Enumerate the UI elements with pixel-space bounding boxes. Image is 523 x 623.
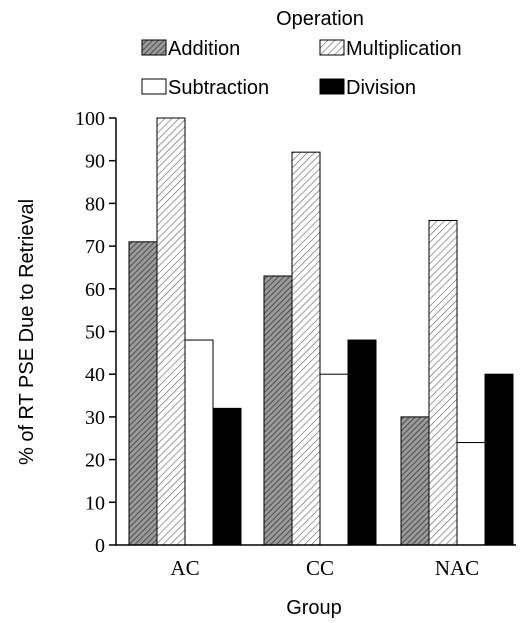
x-tick-label: AC [170, 556, 199, 580]
legend-title: Operation [276, 8, 364, 30]
bar-subtraction-ac [184, 339, 214, 546]
x-tick-label: CC [306, 556, 334, 580]
bar-division-ac [212, 407, 242, 546]
y-tick-label: 30 [85, 407, 105, 429]
x-tick-label: NAC [435, 556, 479, 580]
legend-label-division: Division [346, 77, 416, 99]
bar-addition-cc [263, 275, 293, 546]
legend-label-addition: Addition [168, 38, 240, 60]
y-tick-label: 20 [85, 450, 105, 472]
y-tick-label: 90 [85, 151, 105, 173]
legend-label-multiplication: Multiplication [346, 38, 462, 60]
bar-addition-nac [400, 416, 430, 546]
y-tick-label: 0 [95, 535, 105, 557]
bar-subtraction-cc [319, 373, 349, 546]
y-tick-label: 100 [75, 108, 105, 130]
y-tick-label: 50 [85, 322, 105, 344]
y-tick-label: 70 [85, 236, 105, 258]
legend-swatch-addition [141, 39, 167, 56]
legend-swatch-subtraction [141, 78, 167, 95]
bars [128, 117, 514, 546]
bar-multiplication-cc [291, 151, 321, 546]
legend: Operation Addition Multiplication Subtra… [141, 8, 462, 99]
legend-label-subtraction: Subtraction [168, 77, 269, 99]
x-axis: AC CC NAC [170, 556, 479, 580]
y-axis-label: % of RT PSE Due to Retrieval [16, 199, 38, 465]
y-tick-label: 80 [85, 193, 105, 215]
bar-multiplication-ac [156, 117, 186, 546]
y-axis: 0 10 20 30 40 50 60 70 80 90 100 [75, 108, 116, 557]
legend-swatch-division [319, 78, 345, 95]
x-axis-label: Group [286, 597, 342, 619]
y-tick-label: 40 [85, 364, 105, 386]
bar-division-nac [484, 373, 514, 546]
y-tick-label: 60 [85, 279, 105, 301]
bar-subtraction-nac [456, 442, 486, 546]
bar-division-cc [347, 339, 377, 546]
bar-addition-ac [128, 241, 158, 546]
y-tick-label: 10 [85, 492, 105, 514]
bar-multiplication-nac [428, 219, 458, 546]
legend-swatch-multiplication [319, 39, 345, 56]
